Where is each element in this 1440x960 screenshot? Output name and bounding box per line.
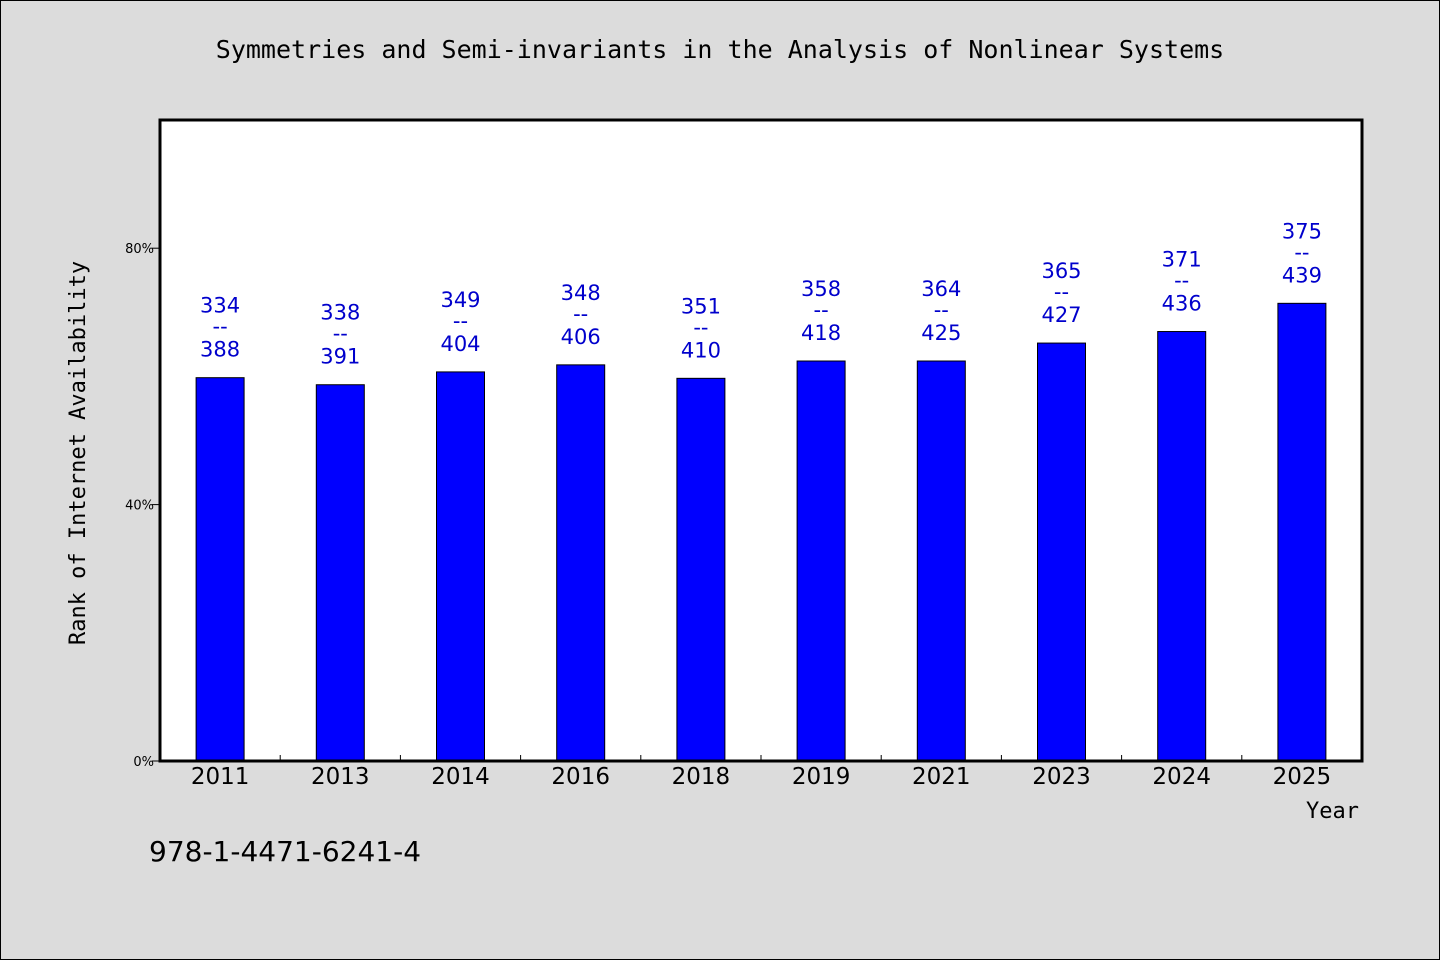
bar-label-top: 334 [200,294,240,318]
bar-label-bottom: 427 [1041,303,1081,327]
bar-label-bottom: 425 [921,321,961,345]
bar-label-bottom: 391 [320,345,360,369]
y-tick-label: 0% [133,755,154,770]
bar-label-top: 338 [320,301,360,325]
bar-label-separator: -- [934,298,949,322]
y-axis-title: Rank of Internet Availability [66,261,91,645]
bar-label-separator: -- [453,309,468,333]
bar-2025 [1277,302,1327,762]
bar-label-bottom: 436 [1162,292,1202,316]
bar-label-top: 365 [1041,259,1081,283]
x-tick-label: 2021 [912,764,971,790]
bar-2018 [676,377,726,762]
bar-label-top: 364 [921,277,961,301]
bar-data-labels: 334--388338--391349--404348--406351--410… [200,219,1322,368]
x-axis-title: Year [1306,799,1359,824]
bar-2024 [1157,331,1207,762]
bar-label-bottom: 404 [440,332,480,356]
bar-2023 [1037,342,1086,762]
bar-label-separator: -- [333,322,348,346]
bar-2013 [315,384,365,762]
bar-label-top: 351 [681,294,721,318]
y-tick-label: 40% [125,499,154,514]
bar-label-top: 371 [1162,248,1202,272]
bar-label-top: 375 [1282,219,1322,243]
bar-label-bottom: 406 [561,325,601,349]
bar-2019 [796,360,846,762]
x-tick-label: 2013 [311,764,370,790]
x-tick-label: 2011 [191,764,250,790]
bar-label-top: 358 [801,277,841,301]
bar-label-separator: -- [814,298,829,322]
bar-2021 [916,360,966,762]
bar-label-bottom: 418 [801,321,841,345]
bar-series [195,302,1327,762]
bar-label-bottom: 388 [200,338,240,362]
y-tick-label: 80% [125,242,154,257]
bar-label-separator: -- [693,315,708,339]
chart-title: Symmetries and Semi-invariants in the An… [215,35,1225,64]
bar-label-separator: -- [1174,269,1189,293]
x-tick-label: 2024 [1152,764,1211,790]
x-tick-label: 2016 [551,764,610,790]
bar-2011 [195,377,245,762]
bar-label-top: 349 [440,288,480,312]
bar-label-bottom: 410 [681,338,721,362]
x-tick-label: 2018 [672,764,731,790]
x-axis: 2011 2013 2014 2016 2018 2019 2021 2023 2024 2025 [191,755,1331,790]
bar-label-bottom: 439 [1282,263,1322,287]
bar-label-separator: -- [1054,280,1069,304]
bar-2016 [556,364,606,762]
bar-label-top: 348 [561,281,601,305]
bar-label-separator: -- [213,315,228,339]
bar-label-separator: -- [573,302,588,326]
plot-frame [158,118,1364,763]
x-tick-label: 2014 [431,764,490,790]
bar-label-separator: -- [1294,240,1309,264]
x-tick-label: 2019 [792,764,851,790]
x-tick-label: 2025 [1273,764,1332,790]
bar-2014 [436,371,485,762]
x-tick-label: 2023 [1032,764,1091,790]
isbn-footer: 978-1-4471-6241-4 [149,835,422,868]
y-axis: 0% 40% 80% [125,242,160,770]
